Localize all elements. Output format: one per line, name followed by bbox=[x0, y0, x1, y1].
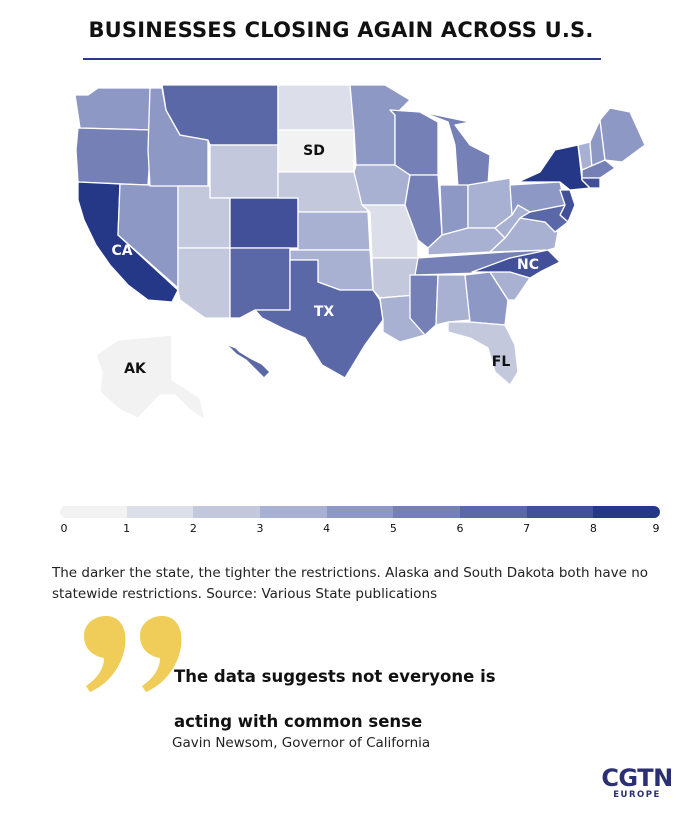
state-hi bbox=[221, 339, 271, 379]
legend-tick-label: 5 bbox=[389, 522, 397, 535]
state-al bbox=[435, 274, 471, 326]
state-label-ak: AK bbox=[124, 361, 147, 377]
state-ms bbox=[409, 274, 439, 336]
state-ct bbox=[581, 177, 601, 189]
cgtn-europe-logo: CGTN EUROPE bbox=[597, 766, 677, 800]
logo-main-text: CGTN bbox=[601, 764, 673, 792]
legend-tick-label: 1 bbox=[123, 522, 131, 535]
legend-swatch-5 bbox=[393, 506, 461, 518]
state-ia bbox=[353, 164, 411, 206]
legend-tick-label: 8 bbox=[589, 522, 597, 535]
state-md bbox=[519, 204, 569, 233]
state-nm bbox=[229, 247, 291, 319]
state-label-ca: CA bbox=[111, 243, 132, 259]
us-choropleth-map: CA TX FL NC SD AK bbox=[74, 84, 646, 421]
legend-swatch-7 bbox=[526, 506, 594, 518]
chart-caption: The darker the state, the tighter the re… bbox=[52, 565, 649, 602]
state-ma bbox=[581, 159, 616, 179]
legend-swatch-0 bbox=[60, 506, 127, 518]
state-co bbox=[229, 197, 299, 249]
quote-author: Gavin Newsom, Governor of California bbox=[172, 735, 431, 751]
state-in bbox=[439, 184, 469, 236]
state-wi bbox=[389, 109, 439, 176]
state-label-fl: FL bbox=[492, 354, 511, 370]
legend-tick-label: 7 bbox=[523, 522, 531, 535]
state-az bbox=[177, 247, 231, 319]
logo-sub-text: EUROPE bbox=[613, 790, 661, 800]
legend-swatch-8 bbox=[593, 506, 660, 518]
state-mi bbox=[421, 111, 491, 189]
state-ak bbox=[95, 334, 206, 421]
state-label-sd: SD bbox=[303, 143, 325, 159]
state-label-nc: NC bbox=[517, 257, 539, 273]
legend-swatch-4 bbox=[326, 506, 394, 518]
state-ks bbox=[297, 211, 371, 251]
legend-tick-label: 9 bbox=[652, 522, 660, 535]
title-underline bbox=[83, 58, 601, 60]
color-scale-bar bbox=[60, 506, 660, 518]
state-label-tx: TX bbox=[314, 304, 335, 320]
state-tx bbox=[254, 259, 384, 379]
color-scale-legend: 0 1 2 3 4 5 6 7 8 9 bbox=[60, 506, 660, 546]
quotation-mark-icon bbox=[84, 616, 182, 692]
state-wa bbox=[74, 87, 153, 131]
legend-tick-label: 6 bbox=[456, 522, 464, 535]
legend-tick-label: 2 bbox=[189, 522, 197, 535]
legend-swatch-3 bbox=[260, 506, 327, 518]
state-nd bbox=[277, 84, 355, 131]
legend-tick-label: 3 bbox=[256, 522, 264, 535]
legend-swatch-2 bbox=[193, 506, 261, 518]
quote-text: The data suggests not everyone is acting… bbox=[174, 667, 496, 731]
state-or bbox=[75, 127, 153, 186]
legend-swatch-1 bbox=[126, 506, 194, 518]
state-wy bbox=[209, 144, 279, 199]
chart-title: BUSINESSES CLOSING AGAIN ACROSS U.S. bbox=[88, 18, 594, 42]
state-me bbox=[599, 107, 646, 163]
state-nc bbox=[471, 249, 561, 279]
legend-tick-label: 4 bbox=[323, 522, 331, 535]
state-fl bbox=[447, 321, 519, 386]
legend-swatch-6 bbox=[460, 506, 527, 518]
legend-tick-label: 0 bbox=[60, 522, 68, 535]
